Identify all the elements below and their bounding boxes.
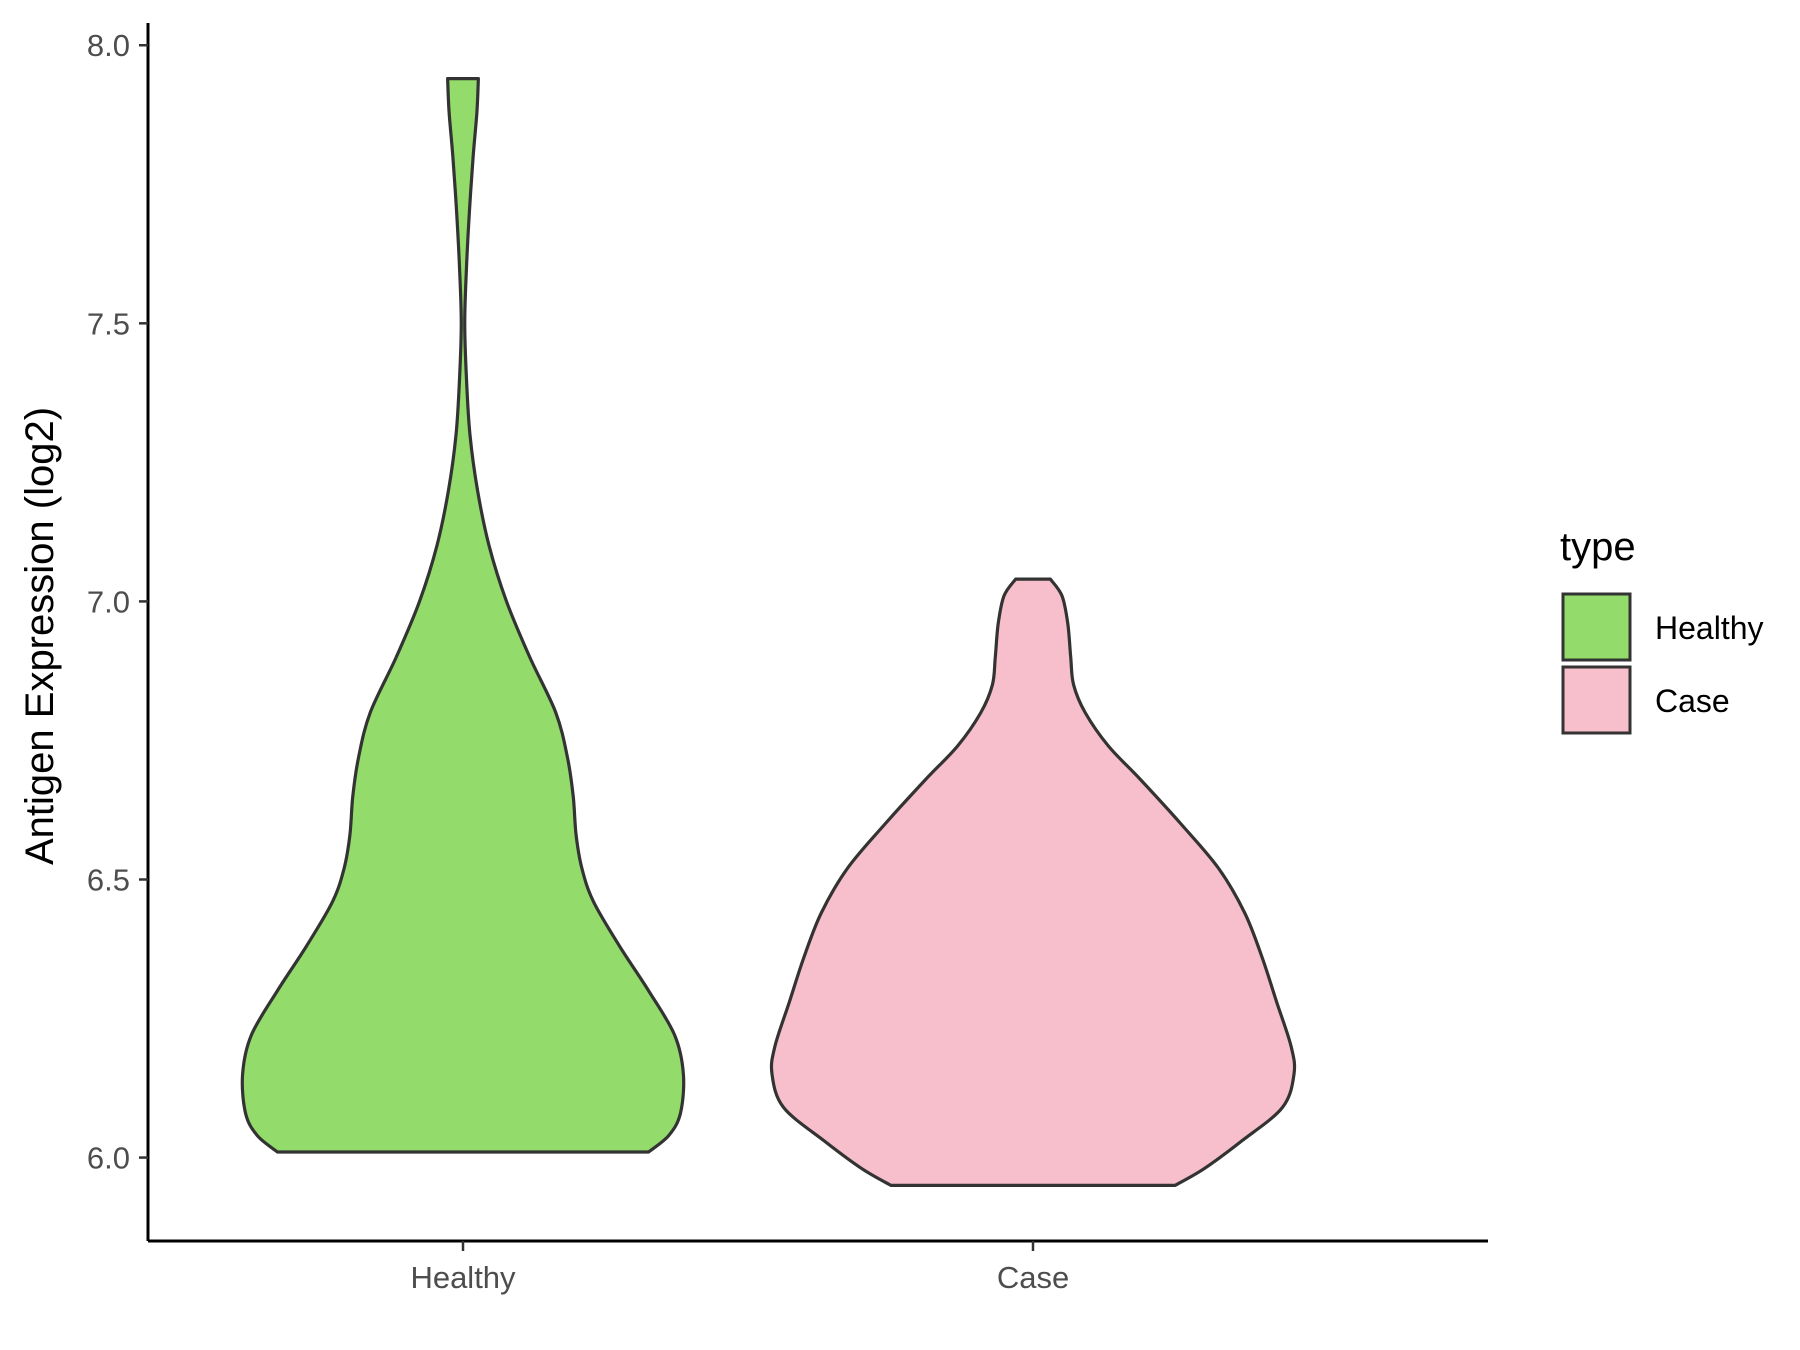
y-tick-label: 7.0	[87, 584, 130, 619]
x-tick-label: Healthy	[410, 1260, 516, 1295]
y-tick-label: 8.0	[87, 28, 130, 63]
y-tick-label: 6.5	[87, 862, 130, 897]
legend: type Healthy Case	[1560, 525, 1764, 735]
legend-label-healthy: Healthy	[1655, 610, 1764, 646]
violin-healthy	[240, 77, 686, 1154]
legend-title: type	[1560, 525, 1636, 569]
x-tick-label: Case	[997, 1260, 1069, 1295]
y-axis-title: Antigen Expression (log2)	[18, 407, 62, 865]
violins-layer	[240, 77, 1297, 1187]
legend-swatch-healthy	[1561, 592, 1632, 662]
legend-label-case: Case	[1655, 683, 1730, 719]
y-tick-label: 6.0	[87, 1141, 130, 1176]
violin-case	[769, 577, 1297, 1187]
y-tick-label: 7.5	[87, 306, 130, 341]
axes-layer: 6.0 6.5 7.0 7.5 8.0 Healthy Case	[87, 23, 1488, 1295]
legend-swatch-case	[1561, 665, 1632, 735]
